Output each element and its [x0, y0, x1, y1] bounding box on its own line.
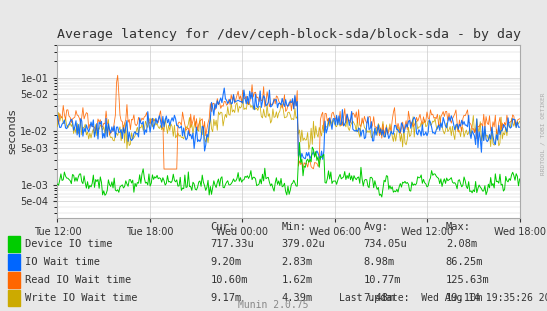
Text: 1.62m: 1.62m [282, 275, 313, 285]
Text: 8.98m: 8.98m [364, 257, 395, 267]
Text: Avg:: Avg: [364, 222, 389, 232]
Text: 379.02u: 379.02u [282, 239, 325, 249]
Text: 10.60m: 10.60m [211, 275, 248, 285]
Text: 86.25m: 86.25m [446, 257, 484, 267]
Bar [8, 254, 20, 271]
Text: 19.10m: 19.10m [446, 293, 484, 303]
Text: 734.05u: 734.05u [364, 239, 408, 249]
Text: IO Wait time: IO Wait time [25, 257, 100, 267]
Text: Max:: Max: [446, 222, 471, 232]
Text: 9.17m: 9.17m [211, 293, 242, 303]
Text: 4.39m: 4.39m [282, 293, 313, 303]
Text: 2.83m: 2.83m [282, 257, 313, 267]
Text: Munin 2.0.75: Munin 2.0.75 [238, 300, 309, 310]
Text: Cur:: Cur: [211, 222, 236, 232]
Text: 2.08m: 2.08m [446, 239, 477, 249]
Y-axis label: seconds: seconds [8, 109, 18, 154]
Text: RRDTOOL / TOBI OETIKER: RRDTOOL / TOBI OETIKER [540, 92, 545, 175]
Title: Average latency for /dev/ceph-block-sda/block-sda - by day: Average latency for /dev/ceph-block-sda/… [56, 28, 521, 41]
Text: 717.33u: 717.33u [211, 239, 254, 249]
Bar [8, 236, 20, 253]
Text: 7.48m: 7.48m [364, 293, 395, 303]
Text: Min:: Min: [282, 222, 307, 232]
Text: 10.77m: 10.77m [364, 275, 401, 285]
Bar [8, 290, 20, 307]
Text: 9.20m: 9.20m [211, 257, 242, 267]
Text: Read IO Wait time: Read IO Wait time [25, 275, 131, 285]
Bar [8, 272, 20, 289]
Text: 125.63m: 125.63m [446, 275, 490, 285]
Text: Write IO Wait time: Write IO Wait time [25, 293, 137, 303]
Text: Last update:  Wed Aug 14 19:35:26 2024: Last update: Wed Aug 14 19:35:26 2024 [339, 293, 547, 303]
Text: Device IO time: Device IO time [25, 239, 112, 249]
